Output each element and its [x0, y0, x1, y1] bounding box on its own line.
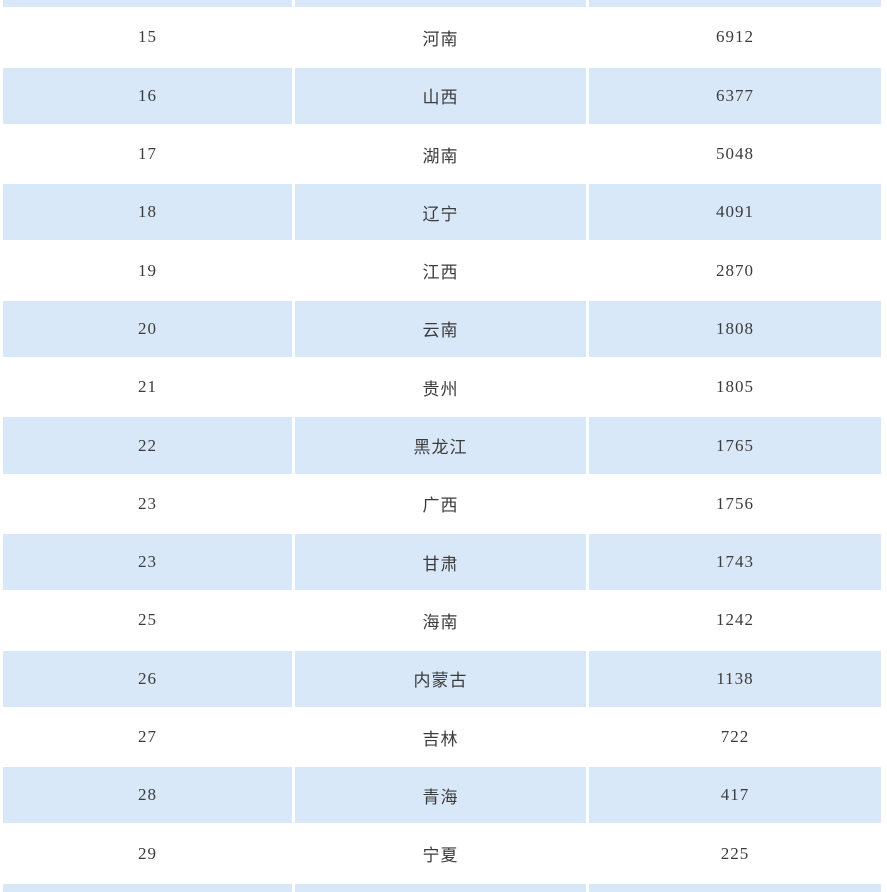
table-row: 16 山西 6377 [3, 67, 881, 124]
region-cell [295, 883, 586, 892]
value-cell: 225 [589, 825, 881, 882]
region-cell: 黑龙江 [295, 417, 586, 474]
value-cell: 1808 [589, 300, 881, 358]
rank-cell: 29 [3, 825, 292, 882]
rank-cell: 27 [3, 708, 292, 766]
table-row: 20 云南 1808 [3, 300, 881, 358]
region-cell: 宁夏 [295, 825, 586, 882]
value-cell [589, 883, 881, 892]
value-cell: 1805 [589, 359, 881, 416]
value-cell: 722 [589, 708, 881, 766]
table-row: 28 青海 417 [3, 767, 881, 824]
value-cell: 1765 [589, 417, 881, 474]
rank-cell: 25 [3, 592, 292, 649]
rank-cell: 18 [3, 184, 292, 241]
rank-cell: 23 [3, 475, 292, 532]
rank-cell: 22 [3, 417, 292, 474]
table-row: 29 宁夏 225 [3, 825, 881, 882]
table-row: 23 广西 1756 [3, 475, 881, 532]
table-body: 15 河南 6912 16 山西 6377 17 湖南 5048 18 辽宁 4091 19 江西 2870… [3, 0, 881, 892]
rank-cell: 19 [3, 242, 292, 299]
table-row: 19 江西 2870 [3, 242, 881, 299]
partial-row-bottom [3, 883, 881, 892]
table-row: 26 内蒙古 1138 [3, 650, 881, 707]
region-cell: 吉林 [295, 708, 586, 766]
rank-cell: 16 [3, 67, 292, 124]
region-cell: 广西 [295, 475, 586, 532]
value-cell: 4091 [589, 184, 881, 241]
rank-cell: 20 [3, 300, 292, 358]
region-cell: 海南 [295, 592, 586, 649]
table-row: 25 海南 1242 [3, 592, 881, 649]
rank-cell: 28 [3, 767, 292, 824]
rank-cell [3, 883, 292, 892]
table-row: 23 甘肃 1743 [3, 533, 881, 591]
value-cell: 1743 [589, 533, 881, 591]
value-cell [589, 0, 881, 8]
value-cell: 1756 [589, 475, 881, 532]
rank-cell: 17 [3, 125, 292, 183]
table-row: 15 河南 6912 [3, 9, 881, 66]
region-cell: 内蒙古 [295, 650, 586, 707]
region-cell: 辽宁 [295, 184, 586, 241]
rank-cell [3, 0, 292, 8]
value-cell: 5048 [589, 125, 881, 183]
value-cell: 1138 [589, 650, 881, 707]
table-row: 22 黑龙江 1765 [3, 417, 881, 474]
region-cell: 云南 [295, 300, 586, 358]
value-cell: 6912 [589, 9, 881, 66]
rank-cell: 26 [3, 650, 292, 707]
table-row: 21 贵州 1805 [3, 359, 881, 416]
region-cell: 青海 [295, 767, 586, 824]
rank-cell: 23 [3, 533, 292, 591]
region-cell [295, 0, 586, 8]
region-cell: 甘肃 [295, 533, 586, 591]
region-cell: 湖南 [295, 125, 586, 183]
region-cell: 江西 [295, 242, 586, 299]
partial-row-top [3, 0, 881, 8]
value-cell: 1242 [589, 592, 881, 649]
region-cell: 贵州 [295, 359, 586, 416]
table-row: 17 湖南 5048 [3, 125, 881, 183]
rank-cell: 15 [3, 9, 292, 66]
region-cell: 山西 [295, 67, 586, 124]
table-row: 27 吉林 722 [3, 708, 881, 766]
table-row: 18 辽宁 4091 [3, 184, 881, 241]
value-cell: 417 [589, 767, 881, 824]
value-cell: 2870 [589, 242, 881, 299]
region-cell: 河南 [295, 9, 586, 66]
value-cell: 6377 [589, 67, 881, 124]
rank-cell: 21 [3, 359, 292, 416]
